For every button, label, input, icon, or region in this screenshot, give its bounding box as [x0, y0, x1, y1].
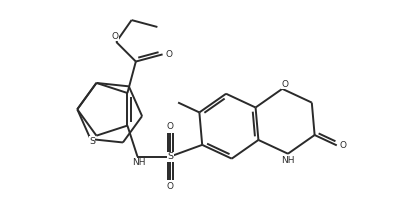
- Text: S: S: [167, 152, 173, 161]
- Text: NH: NH: [132, 158, 145, 167]
- Text: O: O: [339, 141, 346, 150]
- Text: O: O: [281, 80, 288, 89]
- Text: O: O: [166, 50, 173, 59]
- Text: S: S: [89, 137, 95, 146]
- Text: NH: NH: [281, 156, 295, 165]
- Text: O: O: [112, 32, 119, 41]
- Text: O: O: [166, 122, 173, 131]
- Text: O: O: [166, 182, 173, 191]
